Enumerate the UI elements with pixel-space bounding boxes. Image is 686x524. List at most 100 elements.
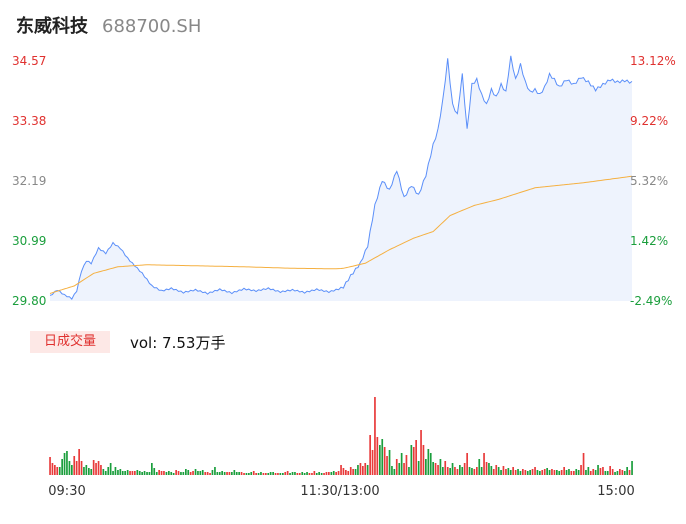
volume-bar	[88, 468, 90, 475]
volume-bar	[374, 397, 376, 475]
volume-bar	[177, 471, 180, 475]
volume-bar	[260, 472, 262, 475]
volume-bar	[616, 471, 619, 475]
y-left-tick: 32.19	[12, 174, 46, 188]
volume-bar	[58, 467, 61, 475]
volume-bar	[483, 453, 485, 475]
volume-bar	[78, 449, 80, 475]
volume-bar	[556, 470, 558, 475]
volume-bar	[536, 470, 539, 475]
volume-bar	[248, 473, 250, 475]
volume-bar	[243, 473, 245, 475]
x-tick: 11:30/13:00	[300, 484, 379, 499]
volume-bar	[580, 465, 582, 475]
stock-name: 东威科技	[16, 16, 88, 37]
volume-bar	[100, 465, 102, 475]
volume-bar	[218, 472, 221, 475]
volume-bar	[294, 472, 296, 475]
volume-bar	[337, 471, 340, 475]
volume-bar	[444, 461, 447, 475]
volume-bar	[71, 465, 73, 475]
volume-bar	[631, 461, 633, 475]
volume-bar	[124, 471, 126, 475]
volume-bar	[408, 467, 410, 475]
y-right-tick: -2.49%	[630, 294, 672, 308]
volume-bar	[439, 459, 442, 475]
volume-bar	[582, 453, 585, 475]
volume-bar	[92, 460, 95, 475]
volume-bar	[454, 467, 456, 475]
volume-bar	[427, 449, 430, 475]
volume-bar	[468, 467, 471, 475]
volume-bar	[463, 463, 466, 475]
volume-bar	[342, 468, 345, 475]
volume-bar	[335, 472, 337, 475]
volume-bar	[104, 471, 107, 475]
volume-bar	[386, 456, 388, 475]
volume-bar	[180, 472, 182, 475]
volume-bar	[514, 470, 517, 475]
volume-bar	[471, 468, 473, 475]
volume-bar	[63, 453, 66, 475]
volume-bar	[371, 450, 374, 475]
volume-bar	[619, 469, 621, 475]
volume-bar	[522, 469, 524, 475]
volume-bar	[621, 470, 624, 475]
volume-bar	[539, 471, 541, 475]
volume-bar	[495, 465, 498, 475]
volume-bar	[51, 463, 54, 475]
volume-bar	[216, 472, 219, 475]
volume-bar	[197, 471, 199, 475]
volume-bar	[628, 470, 631, 475]
volume-bar	[141, 472, 143, 475]
volume-bar	[85, 465, 88, 475]
volume-bar	[245, 473, 248, 475]
volume-bar	[134, 471, 136, 475]
volume-bar	[226, 472, 228, 475]
volume-bar	[391, 466, 393, 475]
volume-bar	[129, 471, 131, 475]
y-left-tick: 30.99	[12, 234, 46, 248]
volume-bar	[606, 471, 609, 475]
volume-bar	[502, 466, 505, 475]
y-left-tick: 34.57	[12, 54, 46, 68]
volume-bar	[594, 470, 597, 475]
volume-bar	[320, 473, 323, 475]
volume-bar	[155, 472, 158, 475]
volume-bar	[282, 473, 284, 475]
volume-bar	[357, 465, 359, 475]
volume-bar	[163, 471, 165, 475]
y-left-tick: 33.38	[12, 114, 46, 128]
volume-bar	[376, 437, 379, 475]
volume-bar	[109, 463, 112, 475]
volume-bar	[497, 467, 500, 475]
volume-bar	[121, 471, 124, 475]
volume-bar	[340, 465, 342, 475]
volume-bar	[221, 471, 223, 475]
volume-bar	[429, 453, 432, 475]
volume-bar	[500, 470, 502, 475]
volume-bar	[68, 461, 71, 475]
stock-header: 东威科技 688700.SH	[16, 12, 201, 40]
volume-bar	[432, 462, 434, 475]
volume-bar	[252, 471, 255, 475]
volume-bar	[153, 468, 156, 475]
volume-bar	[235, 472, 238, 475]
volume-bar	[330, 472, 333, 475]
volume-bar	[95, 463, 97, 475]
volume-bar	[548, 470, 551, 475]
volume-bar	[323, 473, 325, 475]
volume-bar	[73, 456, 76, 475]
volume-bar	[209, 473, 211, 475]
volume-bar	[480, 467, 483, 475]
volume-bar	[369, 435, 371, 475]
volume-bar	[160, 471, 163, 475]
volume-bar	[417, 461, 420, 475]
volume-bar	[199, 471, 202, 475]
volume-bar	[250, 472, 253, 475]
volume-bar	[388, 450, 391, 475]
volume-bar	[524, 470, 527, 475]
volume-bar	[257, 473, 260, 475]
volume-bar	[553, 470, 556, 475]
volume-bar	[315, 473, 318, 475]
